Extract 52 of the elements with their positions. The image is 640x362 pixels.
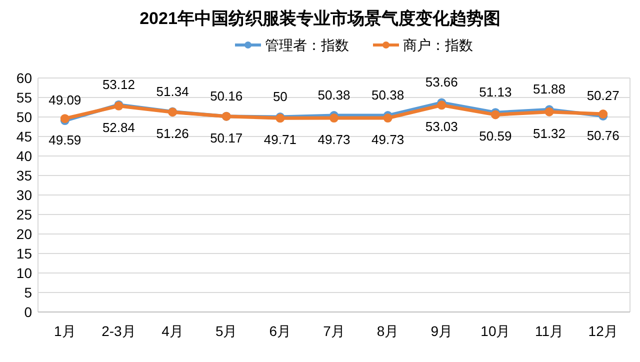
data-label: 50.59: [479, 128, 512, 144]
x-tick-label: 12月: [588, 323, 618, 339]
y-tick-label: 30: [16, 187, 32, 203]
legend-label: 商户：指数: [403, 37, 473, 53]
y-tick-label: 35: [16, 168, 32, 184]
data-label: 51.34: [156, 84, 189, 99]
x-tick-label: 6月: [269, 323, 292, 339]
data-label: 50.38: [372, 88, 404, 103]
chart-title: 2021年中国纺织服装专业市场景气度变化趋势图: [140, 9, 500, 28]
data-label: 50.38: [318, 88, 350, 103]
data-label: 51.32: [533, 126, 566, 141]
data-label: 51.88: [533, 82, 566, 97]
data-label: 49.71: [264, 132, 296, 148]
point: [383, 114, 392, 123]
data-label: 53.66: [425, 74, 458, 90]
data-label: 51.26: [156, 126, 189, 142]
x-tick-label: 10月: [480, 323, 510, 339]
y-tick-label: 15: [16, 246, 32, 262]
x-tick-label: 8月: [376, 323, 399, 339]
data-label: 53.12: [102, 76, 135, 92]
x-tick-label: 4月: [162, 323, 184, 339]
y-tick-label: 40: [16, 148, 32, 164]
data-label: 49.73: [372, 132, 404, 148]
data-label: 50: [272, 89, 288, 104]
y-tick-label: 5: [24, 284, 32, 300]
data-label: 50.76: [586, 128, 620, 144]
data-label: 49.73: [318, 132, 350, 148]
legend-label: 管理者：指数: [265, 37, 349, 53]
x-tick-label: 1月: [54, 323, 76, 339]
data-label: 49.09: [48, 92, 82, 108]
y-tick-label: 20: [16, 226, 32, 242]
data-label: 51.13: [479, 84, 512, 100]
x-tick-label: 11月: [535, 323, 564, 339]
data-label: 53.03: [425, 119, 458, 134]
y-tick-label: 10: [16, 265, 32, 281]
x-tick-label: 5月: [215, 323, 238, 339]
point: [330, 114, 338, 123]
y-tick-label: 55: [16, 90, 32, 106]
x-tick-label: 2-3月: [102, 323, 136, 339]
y-tick-label: 0: [24, 304, 32, 320]
data-label: 50.16: [210, 88, 243, 104]
point: [437, 100, 446, 110]
x-tick-label: 9月: [430, 323, 453, 339]
data-label: 49.59: [48, 132, 82, 148]
data-label: 50.17: [210, 130, 243, 146]
y-tick-label: 50: [16, 109, 32, 125]
data-label: 52.84: [102, 120, 135, 135]
y-tick-label: 45: [16, 128, 32, 144]
y-tick-label: 25: [16, 206, 32, 222]
y-tick-label: 60: [16, 70, 32, 86]
x-tick-label: 7月: [323, 323, 345, 339]
data-label: 50.27: [586, 88, 620, 103]
